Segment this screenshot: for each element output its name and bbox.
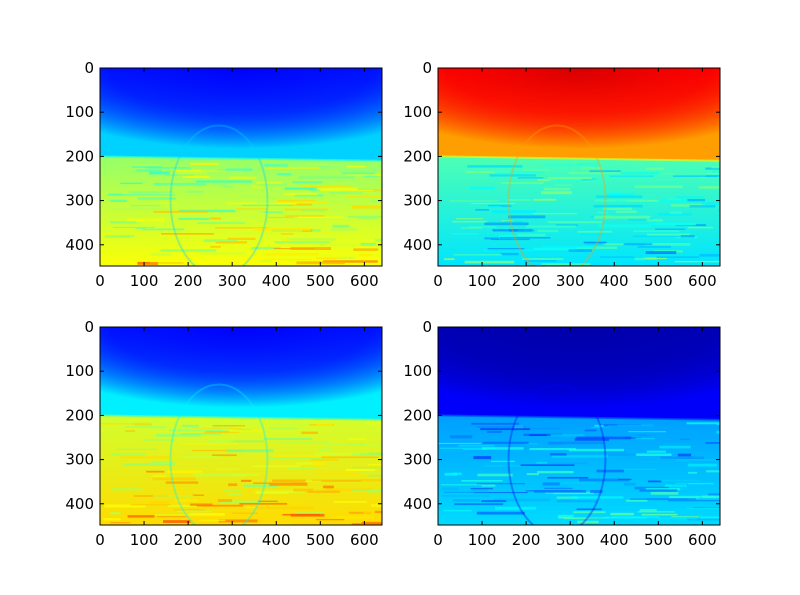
x-tick-label: 600	[350, 272, 379, 290]
heatmap-image	[438, 327, 720, 525]
x-tick-label: 500	[644, 272, 673, 290]
x-tick-label: 0	[433, 272, 443, 290]
x-tick-label: 200	[512, 531, 541, 549]
x-tick-label: 500	[644, 531, 673, 549]
x-tick-label: 300	[556, 272, 585, 290]
heatmap-image	[438, 68, 720, 266]
axes-frame	[437, 326, 721, 526]
y-tick-label: 100	[65, 362, 94, 380]
x-tick-label: 400	[262, 272, 291, 290]
x-tick-label: 600	[688, 531, 717, 549]
y-tick-label: 400	[65, 236, 94, 254]
x-tick-label: 100	[468, 272, 497, 290]
x-tick-label: 0	[95, 531, 105, 549]
x-tick-label: 300	[218, 272, 247, 290]
y-tick-label: 200	[65, 406, 94, 424]
y-tick-label: 0	[422, 59, 432, 77]
heatmap-image	[100, 68, 382, 266]
heatmap-image	[100, 327, 382, 525]
axes-frame	[99, 326, 383, 526]
y-tick-label: 100	[65, 103, 94, 121]
y-tick-label: 200	[65, 147, 94, 165]
x-tick-label: 200	[174, 272, 203, 290]
x-tick-label: 0	[95, 272, 105, 290]
x-tick-label: 300	[218, 531, 247, 549]
x-tick-label: 200	[512, 272, 541, 290]
x-tick-label: 500	[306, 531, 335, 549]
y-tick-label: 400	[403, 236, 432, 254]
y-tick-label: 200	[403, 147, 432, 165]
x-tick-label: 100	[130, 531, 159, 549]
x-tick-label: 600	[688, 272, 717, 290]
x-tick-label: 300	[556, 531, 585, 549]
x-tick-label: 600	[350, 531, 379, 549]
y-tick-label: 400	[65, 495, 94, 513]
subplot-4: 0 100 200 300 400 500 600 0 100 200 300 400	[403, 318, 721, 549]
x-tick-label: 0	[433, 531, 443, 549]
subplot-3: 0 100 200 300 400 500 600 0 100 200 300 400	[65, 318, 383, 549]
x-tick-label: 400	[600, 272, 629, 290]
y-tick-label: 300	[403, 451, 432, 469]
x-tick-label: 200	[174, 531, 203, 549]
subplot-1: 0 100 200 300 400 500 600 0 100 200 300 400	[65, 59, 383, 290]
y-tick-label: 0	[84, 318, 94, 336]
subplot-2: 0 100 200 300 400 500 600 0 100 200 300 400	[403, 59, 721, 290]
x-tick-label: 400	[262, 531, 291, 549]
x-tick-label: 500	[306, 272, 335, 290]
y-tick-label: 100	[403, 362, 432, 380]
y-tick-label: 300	[65, 451, 94, 469]
axes-frame	[99, 67, 383, 267]
x-tick-label: 100	[468, 531, 497, 549]
y-tick-label: 200	[403, 406, 432, 424]
axes-frame	[437, 67, 721, 267]
y-tick-label: 0	[84, 59, 94, 77]
y-tick-label: 100	[403, 103, 432, 121]
y-tick-label: 300	[65, 192, 94, 210]
y-tick-label: 0	[422, 318, 432, 336]
x-tick-label: 100	[130, 272, 159, 290]
y-tick-label: 300	[403, 192, 432, 210]
y-tick-label: 400	[403, 495, 432, 513]
x-tick-label: 400	[600, 531, 629, 549]
